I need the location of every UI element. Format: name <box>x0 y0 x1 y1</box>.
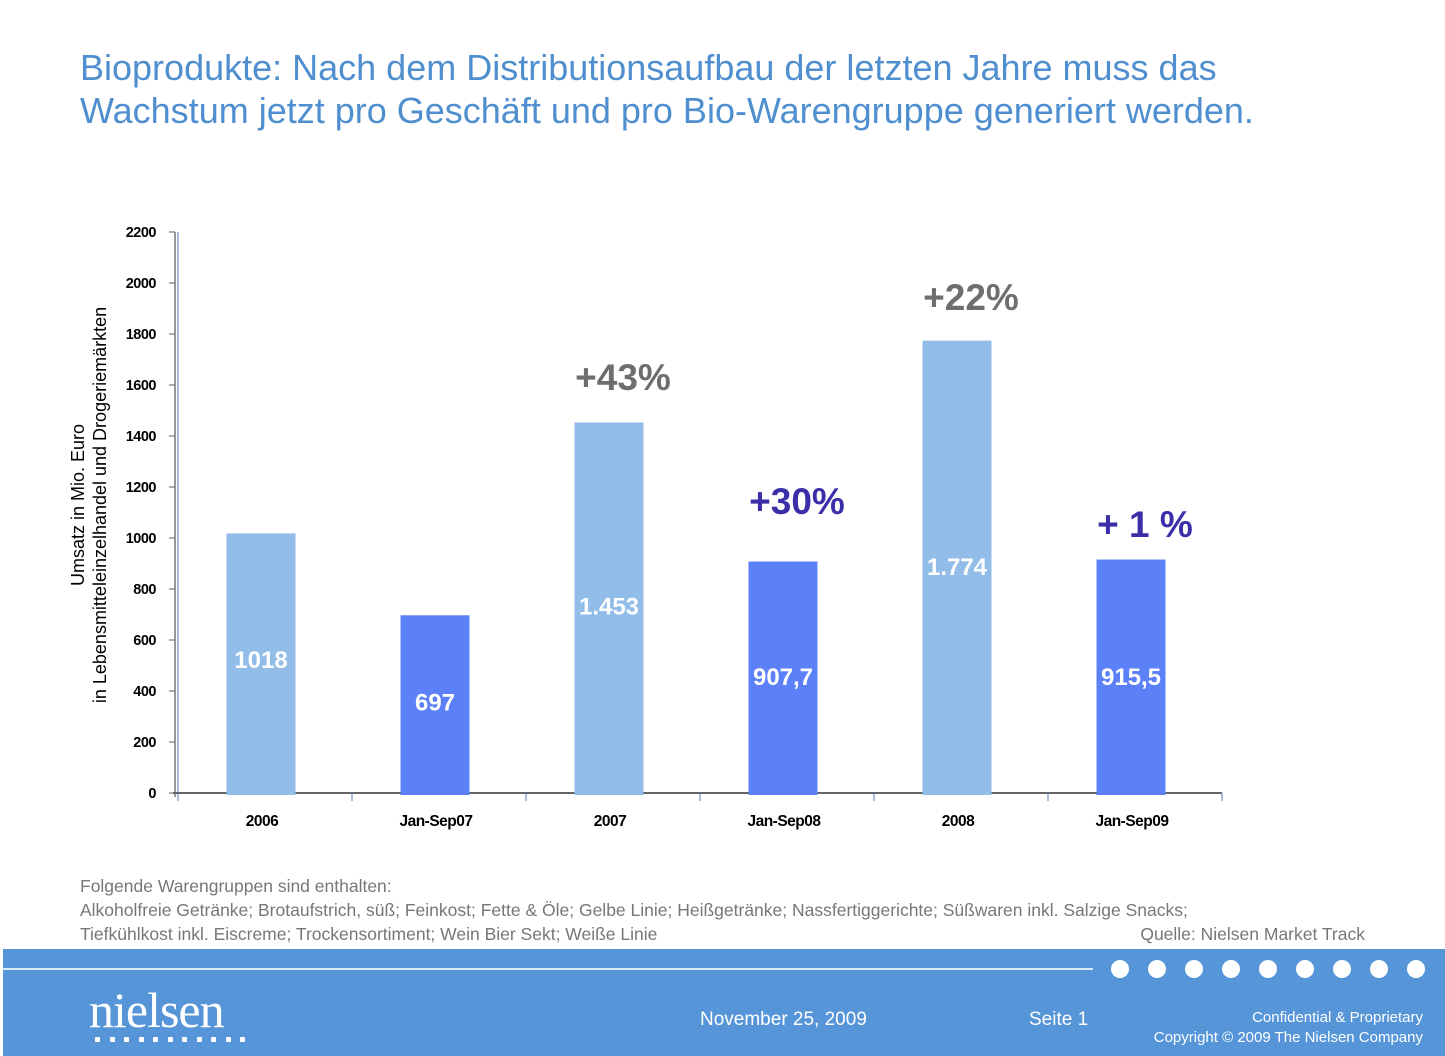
logo-dot <box>196 1037 202 1042</box>
notes-heading: Folgende Warengruppen sind enthalten: <box>80 876 392 896</box>
y-axis-title-line: Umsatz in Mio. Euro <box>68 424 88 586</box>
x-tick-label: 2007 <box>594 813 626 830</box>
y-tick-label: 200 <box>133 735 156 751</box>
decorative-dot <box>1222 960 1240 978</box>
y-axis-title-group: Umsatz in Mio. Euro in Lebensmitteleinzel… <box>68 307 110 703</box>
y-tick-label: 1000 <box>126 531 157 547</box>
logo-dot <box>182 1037 187 1042</box>
nielsen-logo-dots <box>95 1037 245 1042</box>
x-tick-label: 2006 <box>246 813 279 830</box>
logo-dot <box>240 1037 245 1042</box>
decorative-dot <box>1185 960 1203 978</box>
slide-title-line-1: Bioprodukte: Nach dem Distributionsaufba… <box>80 47 1217 88</box>
y-tick-label: 600 <box>133 633 156 649</box>
logo-dot <box>167 1037 173 1042</box>
decorative-dot <box>1370 960 1388 978</box>
growth-annotation: +22% <box>923 277 1019 318</box>
notes: Folgende Warengruppen sind enthalten: Al… <box>80 874 1188 946</box>
slide-title-line-2: Wachstum jetzt pro Geschäft und pro Bio-… <box>80 90 1254 131</box>
page-number: Seite 1 <box>1029 1009 1089 1030</box>
copyright-label: Copyright © 2009 The Nielsen Company <box>1153 1029 1423 1046</box>
logo-dot <box>225 1037 231 1042</box>
y-tick-label: 800 <box>133 582 156 598</box>
footer-legal: Confidential & Proprietary Copyright © 2… <box>1154 1008 1423 1048</box>
footer: nielsen November 25, 2009 Seite 1 Confid… <box>3 949 1445 1056</box>
y-axis-title: Umsatz in Mio. Euro in Lebensmitteleinzel… <box>68 307 110 703</box>
logo-dot <box>138 1037 144 1042</box>
decorative-dot <box>1333 960 1351 978</box>
logo-dot <box>211 1037 216 1042</box>
bar-2007 <box>574 422 644 795</box>
source-note: Quelle: Nielsen Market Track <box>1140 924 1365 944</box>
growth-annotations: +43% +30% +22% + 1 % <box>575 277 1193 545</box>
x-tick-label: Jan-Sep07 <box>399 813 472 830</box>
confidential-label: Confidential & Proprietary <box>1252 1009 1423 1026</box>
logo-dot <box>153 1037 158 1042</box>
y-tick-label: 1800 <box>126 327 157 343</box>
growth-annotation: +43% <box>575 357 671 398</box>
logo-dot <box>109 1037 115 1042</box>
decorative-dot <box>1148 960 1166 978</box>
bar-value-label: 1.774 <box>927 554 988 581</box>
x-tick-label: Jan-Sep08 <box>747 813 821 830</box>
decorative-dot <box>1296 960 1314 978</box>
notes-line-1: Alkoholfreie Getränke; Brotaufstrich, sü… <box>80 900 1188 920</box>
bar-jan-sep07 <box>400 615 470 795</box>
logo-dot <box>124 1037 129 1042</box>
y-axis: 0 200 400 600 800 1000 1200 1400 1600 1800 2000 220… <box>126 225 179 802</box>
bar-jan-sep08 <box>748 561 818 795</box>
slide-title: Bioprodukte: Nach dem Distributionsaufba… <box>80 46 1420 132</box>
y-tick-label: 400 <box>133 684 156 700</box>
bar-2006 <box>226 533 296 795</box>
bar-value-label: 1.453 <box>579 594 639 621</box>
y-tick-label: 2000 <box>126 276 157 292</box>
logo-dot <box>95 1037 100 1042</box>
bar-value-label: 915,5 <box>1101 664 1161 691</box>
growth-annotation: + 1 % <box>1097 504 1193 545</box>
footer-divider <box>3 968 1093 970</box>
bar-value-label: 1018 <box>234 647 287 674</box>
bar-chart: Umsatz in Mio. Euro in Lebensmitteleinzel… <box>68 225 1223 830</box>
bar-value-label: 907,7 <box>753 664 813 691</box>
x-tick-label: Jan-Sep09 <box>1095 813 1169 830</box>
footer-dots <box>1111 960 1425 978</box>
y-axis-title-line: in Lebensmitteleinzelhandel und Drogerie… <box>90 307 110 703</box>
x-axis: 2006 Jan-Sep07 2007 Jan-Sep08 2008 Jan-Sep09 <box>173 792 1223 830</box>
growth-annotation: +30% <box>749 481 845 522</box>
decorative-dot <box>1111 960 1129 978</box>
notes-line-2: Tiefkühlkost inkl. Eiscreme; Trockensort… <box>80 924 658 944</box>
y-tick-label: 1200 <box>126 480 157 496</box>
decorative-dot <box>1407 960 1425 978</box>
y-tick-label: 1400 <box>126 429 157 445</box>
bar-value-label: 697 <box>415 690 455 717</box>
decorative-dot <box>1259 960 1277 978</box>
y-tick-label: 1600 <box>126 378 157 394</box>
footer-date: November 25, 2009 <box>700 1009 867 1030</box>
x-tick-label: 2008 <box>942 813 975 830</box>
bar-jan-sep09 <box>1096 559 1166 795</box>
bar-2008 <box>922 340 992 795</box>
bars: 1018 697 1.453 907,7 1.774 915,5 <box>226 340 1166 795</box>
y-tick-label: 2200 <box>126 225 157 241</box>
y-tick-label: 0 <box>148 786 156 802</box>
nielsen-logo: nielsen <box>89 982 225 1038</box>
